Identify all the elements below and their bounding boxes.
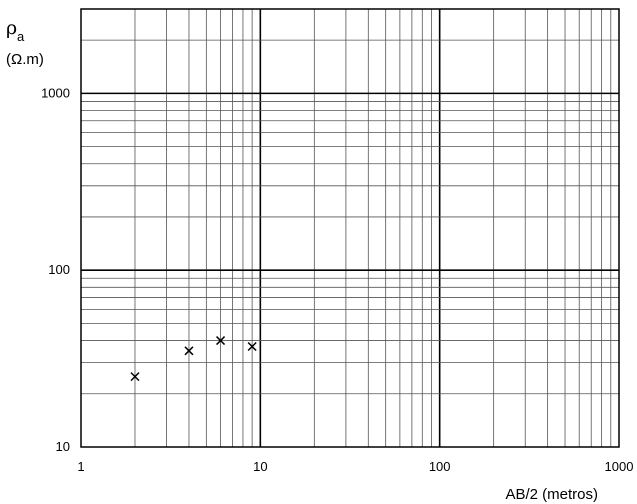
x-tick-labels: 1 10 100 1000 — [77, 459, 633, 474]
y-tick-label: 10 — [56, 439, 70, 454]
x-axis-title: AB/2 (metros) — [505, 486, 598, 503]
y-axis-symbol: ρ — [6, 17, 17, 39]
x-tick-label: 1 — [77, 459, 84, 474]
y-axis-unit: (Ω.m) — [6, 51, 44, 68]
y-axis-subscript: a — [17, 29, 25, 44]
y-tick-label: 100 — [48, 262, 70, 277]
y-tick-label: 1000 — [41, 85, 70, 100]
x-tick-label: 100 — [429, 459, 451, 474]
x-tick-label: 1000 — [605, 459, 634, 474]
y-tick-labels: 10 100 1000 — [41, 85, 70, 454]
plot-frame — [81, 9, 619, 447]
data-points — [131, 337, 256, 381]
x-tick-label: 10 — [253, 459, 267, 474]
grid — [81, 9, 619, 447]
y-axis-title: ρ a (Ω.m) — [6, 17, 44, 68]
